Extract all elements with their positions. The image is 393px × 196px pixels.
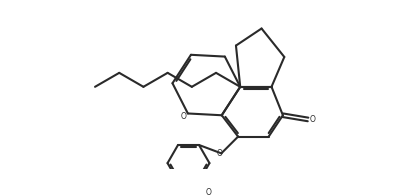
Text: O: O bbox=[309, 115, 315, 124]
Text: O: O bbox=[181, 112, 187, 121]
Text: O: O bbox=[216, 149, 222, 158]
Text: O: O bbox=[206, 188, 212, 196]
